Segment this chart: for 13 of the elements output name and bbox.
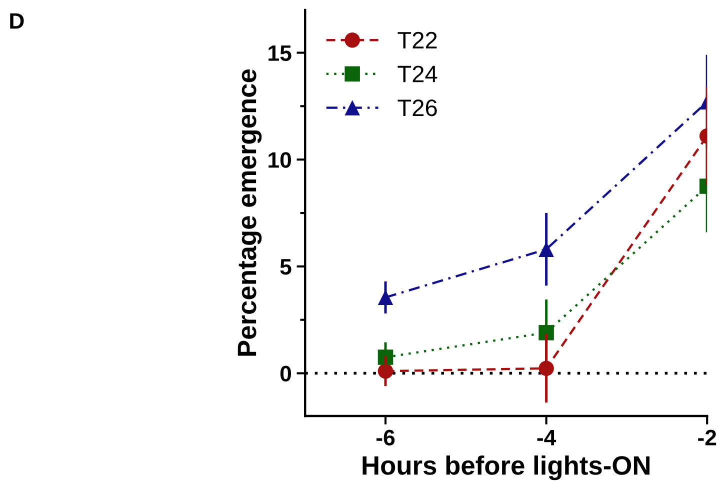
y-tick-label: 0 (280, 366, 291, 382)
y-tick-label: 10 (268, 152, 292, 168)
legend-label: T26 (398, 100, 437, 116)
x-tick-label: -2 (698, 430, 716, 446)
legend-label: T24 (398, 66, 438, 82)
y-tick-label: 5 (280, 259, 292, 275)
x-tick-label: -4 (537, 430, 556, 446)
y-axis-title: Percentage emergence (238, 69, 262, 356)
x-tick-label: -6 (376, 430, 395, 446)
x-axis-title: Hours before lights-ON (362, 455, 650, 480)
text: D (10, 13, 24, 29)
legend-label: T22 (398, 32, 437, 48)
y-tick-label: 15 (268, 46, 292, 62)
